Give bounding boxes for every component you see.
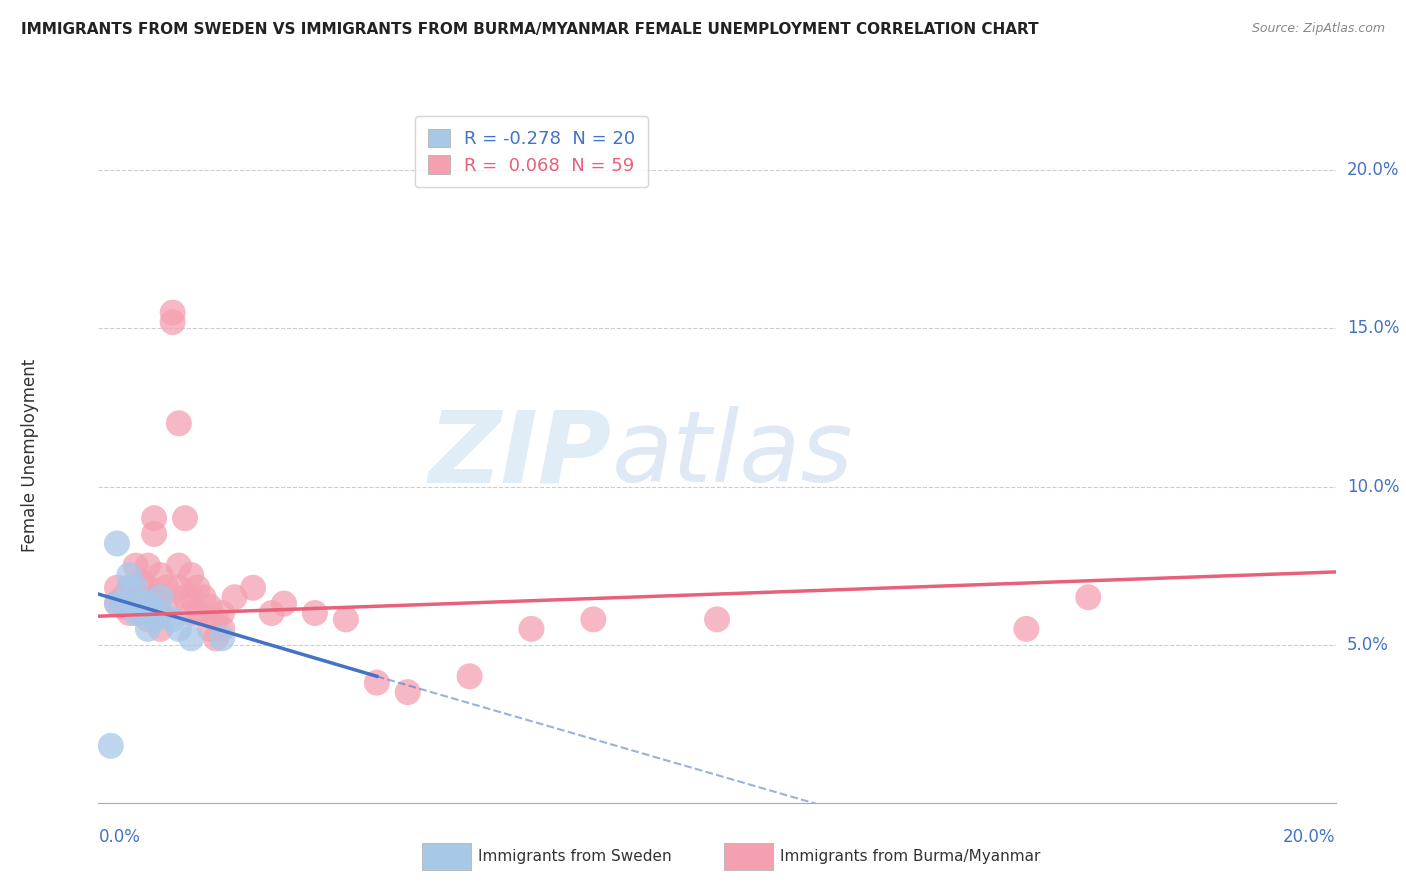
- Point: [1015, 622, 1038, 636]
- Text: Source: ZipAtlas.com: Source: ZipAtlas.com: [1251, 22, 1385, 36]
- Point: [136, 612, 159, 626]
- Point: [105, 597, 128, 611]
- Point: [149, 606, 172, 620]
- Text: IMMIGRANTS FROM SWEDEN VS IMMIGRANTS FROM BURMA/MYANMAR FEMALE UNEMPLOYMENT CORR: IMMIGRANTS FROM SWEDEN VS IMMIGRANTS FRO…: [21, 22, 1039, 37]
- Point: [520, 622, 543, 636]
- Point: [167, 622, 190, 636]
- Point: [174, 591, 197, 605]
- Point: [143, 527, 166, 541]
- Point: [205, 632, 228, 646]
- Point: [131, 606, 153, 620]
- Point: [143, 612, 166, 626]
- Text: Female Unemployment: Female Unemployment: [21, 359, 39, 551]
- Text: 10.0%: 10.0%: [1347, 477, 1399, 496]
- Text: 5.0%: 5.0%: [1347, 636, 1389, 654]
- Point: [105, 597, 128, 611]
- Text: ZIP: ZIP: [429, 407, 612, 503]
- Point: [124, 591, 146, 605]
- Point: [186, 606, 208, 620]
- Point: [149, 591, 172, 605]
- Point: [211, 632, 233, 646]
- Point: [143, 591, 166, 605]
- Point: [124, 558, 146, 573]
- Point: [100, 739, 122, 753]
- Text: 20.0%: 20.0%: [1284, 828, 1336, 846]
- Point: [174, 511, 197, 525]
- Point: [198, 622, 221, 636]
- Point: [112, 597, 135, 611]
- Point: [366, 675, 388, 690]
- Point: [136, 558, 159, 573]
- Point: [396, 685, 419, 699]
- Point: [131, 597, 153, 611]
- Text: 20.0%: 20.0%: [1347, 161, 1399, 179]
- Point: [193, 591, 215, 605]
- Point: [1077, 591, 1099, 605]
- Point: [582, 612, 605, 626]
- Point: [180, 632, 202, 646]
- Point: [136, 597, 159, 611]
- Point: [162, 315, 184, 329]
- Point: [198, 599, 221, 614]
- Point: [273, 597, 295, 611]
- Point: [143, 606, 166, 620]
- Point: [224, 591, 246, 605]
- Point: [162, 305, 184, 319]
- Point: [124, 606, 146, 620]
- Point: [136, 606, 159, 620]
- Point: [124, 599, 146, 614]
- Point: [155, 581, 177, 595]
- Point: [180, 568, 202, 582]
- Text: 15.0%: 15.0%: [1347, 319, 1399, 337]
- Point: [304, 606, 326, 620]
- Point: [124, 581, 146, 595]
- Point: [458, 669, 481, 683]
- Point: [205, 612, 228, 626]
- Point: [149, 568, 172, 582]
- Point: [211, 606, 233, 620]
- Point: [112, 599, 135, 614]
- Point: [136, 597, 159, 611]
- Point: [118, 581, 141, 595]
- Point: [143, 511, 166, 525]
- Point: [149, 591, 172, 605]
- Point: [242, 581, 264, 595]
- Text: Immigrants from Sweden: Immigrants from Sweden: [478, 849, 672, 863]
- Point: [260, 606, 283, 620]
- Point: [136, 581, 159, 595]
- Point: [186, 581, 208, 595]
- Point: [131, 591, 153, 605]
- Point: [131, 606, 153, 620]
- Point: [162, 612, 184, 626]
- Text: Immigrants from Burma/Myanmar: Immigrants from Burma/Myanmar: [780, 849, 1040, 863]
- Point: [105, 581, 128, 595]
- Point: [706, 612, 728, 626]
- Point: [167, 558, 190, 573]
- Point: [167, 417, 190, 431]
- Point: [112, 591, 135, 605]
- Text: atlas: atlas: [612, 407, 853, 503]
- Point: [155, 599, 177, 614]
- Point: [180, 591, 202, 605]
- Point: [211, 622, 233, 636]
- Point: [149, 622, 172, 636]
- Point: [105, 536, 128, 550]
- Point: [118, 581, 141, 595]
- Point: [118, 606, 141, 620]
- Point: [136, 622, 159, 636]
- Point: [149, 606, 172, 620]
- Point: [118, 568, 141, 582]
- Point: [180, 606, 202, 620]
- Text: 0.0%: 0.0%: [98, 828, 141, 846]
- Legend: R = -0.278  N = 20, R =  0.068  N = 59: R = -0.278 N = 20, R = 0.068 N = 59: [415, 116, 648, 187]
- Point: [335, 612, 357, 626]
- Point: [131, 574, 153, 589]
- Point: [167, 581, 190, 595]
